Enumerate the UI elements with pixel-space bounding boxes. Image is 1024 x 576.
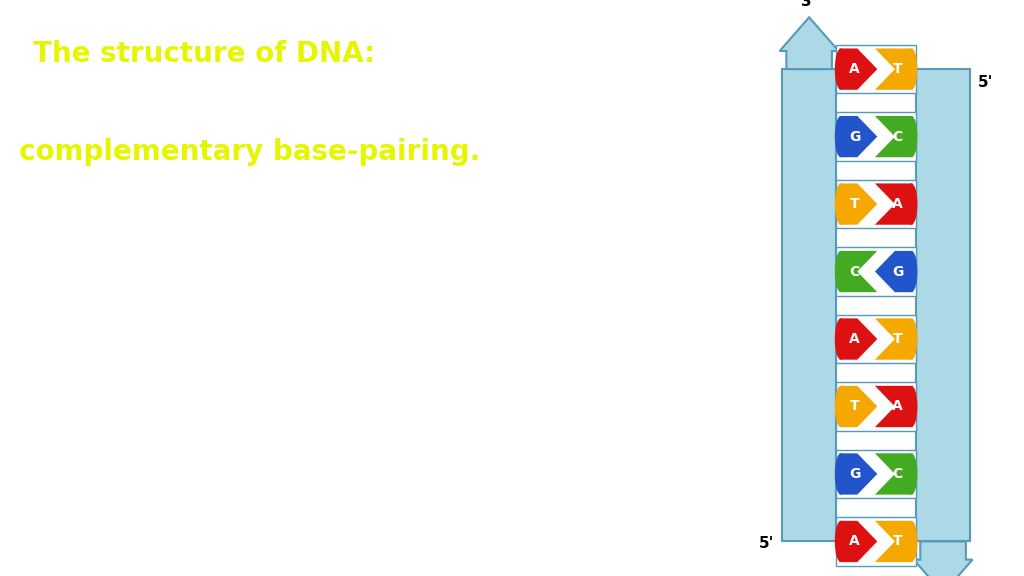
Bar — [836, 247, 916, 296]
Ellipse shape — [835, 319, 847, 359]
Text: C: C — [893, 130, 903, 143]
PathPatch shape — [840, 48, 878, 90]
Text: 3': 3' — [802, 0, 817, 9]
Bar — [836, 314, 916, 363]
PathPatch shape — [840, 116, 878, 157]
Text: T: T — [893, 332, 902, 346]
Text: The structure of DNA:: The structure of DNA: — [33, 40, 375, 69]
Ellipse shape — [835, 453, 847, 495]
Text: T: T — [893, 535, 902, 548]
Ellipse shape — [905, 521, 918, 562]
Bar — [782, 69, 836, 541]
FancyArrow shape — [779, 17, 839, 69]
Text: G: G — [849, 130, 860, 143]
Text: complementary base-pairing.: complementary base-pairing. — [18, 138, 480, 166]
Text: Because of the complementary base-
pairing of the nucleotides in the two
strands: Because of the complementary base- pairi… — [33, 230, 396, 382]
PathPatch shape — [840, 386, 878, 427]
Text: A: A — [849, 62, 860, 76]
Bar — [836, 45, 916, 93]
PathPatch shape — [874, 319, 912, 359]
Text: C: C — [893, 467, 903, 481]
PathPatch shape — [874, 116, 912, 157]
Ellipse shape — [905, 116, 918, 157]
Ellipse shape — [835, 521, 847, 562]
Text: T: T — [850, 400, 859, 414]
Ellipse shape — [835, 386, 847, 427]
Ellipse shape — [835, 183, 847, 225]
Ellipse shape — [905, 251, 918, 292]
PathPatch shape — [840, 251, 878, 292]
Bar — [836, 112, 916, 161]
FancyArrow shape — [913, 541, 973, 576]
Text: 5': 5' — [759, 536, 774, 551]
Text: 5': 5' — [978, 75, 993, 90]
Bar — [836, 517, 916, 566]
PathPatch shape — [874, 453, 912, 495]
Text: A: A — [849, 332, 860, 346]
PathPatch shape — [874, 251, 912, 292]
Text: C: C — [850, 264, 860, 279]
Text: A: A — [892, 197, 903, 211]
Ellipse shape — [905, 183, 918, 225]
Text: A: A — [849, 535, 860, 548]
PathPatch shape — [840, 319, 878, 359]
Bar — [836, 180, 916, 228]
Text: T: T — [893, 62, 902, 76]
Ellipse shape — [835, 116, 847, 157]
Ellipse shape — [905, 386, 918, 427]
Ellipse shape — [835, 251, 847, 292]
Ellipse shape — [905, 48, 918, 90]
Text: T: T — [850, 197, 859, 211]
PathPatch shape — [840, 453, 878, 495]
PathPatch shape — [874, 386, 912, 427]
PathPatch shape — [874, 521, 912, 562]
PathPatch shape — [874, 183, 912, 225]
Text: G: G — [849, 467, 860, 481]
Bar — [916, 69, 970, 541]
Ellipse shape — [835, 48, 847, 90]
Ellipse shape — [905, 319, 918, 359]
Text: A: A — [892, 400, 903, 414]
Ellipse shape — [905, 453, 918, 495]
PathPatch shape — [840, 521, 878, 562]
Bar — [836, 450, 916, 498]
PathPatch shape — [840, 183, 878, 225]
PathPatch shape — [874, 48, 912, 90]
Bar — [836, 382, 916, 431]
Text: G: G — [892, 264, 903, 279]
